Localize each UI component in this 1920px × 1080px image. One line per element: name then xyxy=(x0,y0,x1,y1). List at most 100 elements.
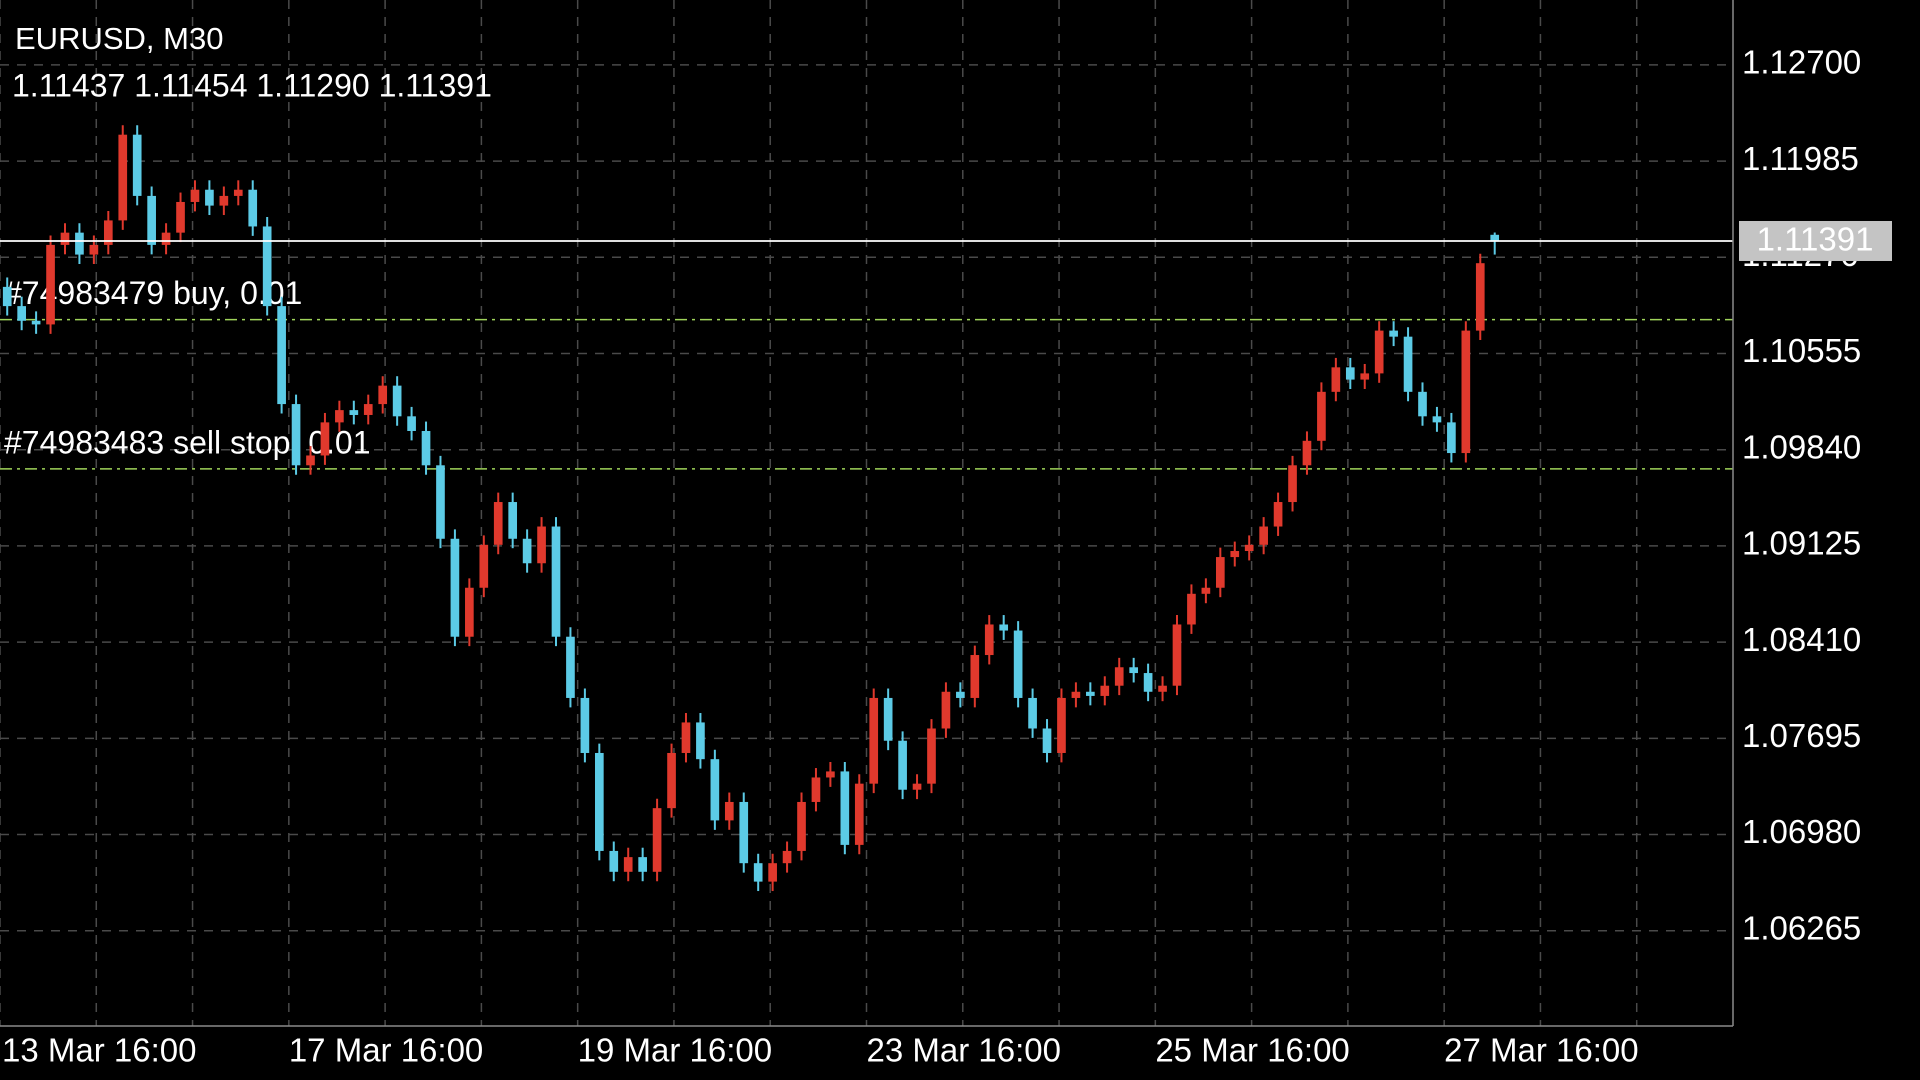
candle-body xyxy=(1086,691,1095,696)
candle-body xyxy=(811,777,821,802)
candle-body xyxy=(912,783,922,790)
candle-body xyxy=(898,740,907,790)
candle-body xyxy=(1345,367,1355,380)
candle-body xyxy=(941,691,951,729)
y-tick-label: 1.06980 xyxy=(1742,813,1861,850)
candle-body xyxy=(2,286,12,307)
candle-body xyxy=(1201,587,1211,594)
candle-body xyxy=(46,244,55,325)
candle-body xyxy=(421,430,431,466)
current-price-label: 1.11391 xyxy=(1757,221,1874,258)
candle-body xyxy=(970,655,980,698)
candle-body xyxy=(1374,330,1384,374)
candle-body xyxy=(551,526,561,637)
candle-body xyxy=(1028,697,1037,729)
candle-body xyxy=(190,189,200,202)
candle-body xyxy=(724,801,734,821)
candle-body xyxy=(1273,502,1283,527)
candle-body xyxy=(1259,526,1268,545)
candle-body xyxy=(1187,593,1196,625)
candle-body xyxy=(75,232,84,255)
y-tick-label: 1.06265 xyxy=(1742,909,1861,946)
candle-body xyxy=(1057,697,1066,753)
candle-body xyxy=(1317,391,1326,441)
candle-body xyxy=(1475,263,1485,331)
candle-body xyxy=(826,771,835,778)
candle-body xyxy=(594,752,604,851)
candle-body xyxy=(710,759,720,821)
candle-body xyxy=(1114,667,1124,686)
candle-body xyxy=(1100,685,1110,696)
current-price-box xyxy=(1739,220,1892,261)
y-tick-label: 1.08410 xyxy=(1742,621,1861,658)
candle-body xyxy=(407,416,416,431)
candle-body xyxy=(508,502,518,539)
candle-body xyxy=(1302,440,1312,466)
candle-body xyxy=(479,544,489,588)
y-tick-label: 1.11985 xyxy=(1742,140,1859,177)
orders: #74983479 buy, 0.01#74983483 sell stop, … xyxy=(0,275,1733,470)
overlay: 1.11391 xyxy=(0,221,1892,261)
candle-body xyxy=(1447,422,1456,454)
candle-body xyxy=(1244,544,1254,552)
candle-body xyxy=(1360,373,1370,380)
candle-body xyxy=(320,422,330,456)
candle-body xyxy=(1389,330,1398,337)
candle-body xyxy=(638,857,647,872)
candle-body xyxy=(493,502,503,545)
candles xyxy=(2,125,1500,892)
candle-body xyxy=(436,465,445,539)
ohlc-readout: 1.11437 1.11454 1.11290 1.11391 xyxy=(12,67,492,103)
candle-body xyxy=(797,801,806,851)
candle-body xyxy=(652,808,662,872)
candle-body xyxy=(378,385,388,405)
candle-body xyxy=(1071,691,1081,698)
candle-body xyxy=(984,624,994,656)
candle-body xyxy=(580,697,590,753)
candle-body xyxy=(392,385,402,417)
candle-body xyxy=(89,244,99,255)
candle-body xyxy=(219,195,229,206)
candle-body xyxy=(869,697,879,784)
candle-body xyxy=(1432,416,1442,423)
x-tick-label: 19 Mar 16:00 xyxy=(578,1032,772,1069)
candle-body xyxy=(147,195,156,245)
candle-body xyxy=(537,526,546,564)
y-tick-label: 1.09125 xyxy=(1742,525,1861,562)
candle-body xyxy=(1129,667,1139,674)
candle-body xyxy=(306,455,315,466)
candle-body xyxy=(465,587,474,637)
candle-body xyxy=(349,410,359,415)
candle-body xyxy=(739,801,749,864)
y-tick-label: 1.09840 xyxy=(1742,428,1861,465)
candle-body xyxy=(291,404,301,466)
candle-body xyxy=(233,189,243,196)
candle-body xyxy=(1013,630,1023,698)
candle-body xyxy=(1215,557,1225,588)
candle-body xyxy=(782,850,792,864)
candle-body xyxy=(623,857,633,872)
candle-body xyxy=(883,697,893,741)
candle-body xyxy=(277,306,286,405)
y-tick-label: 1.12700 xyxy=(1742,44,1861,81)
x-tick-label: 17 Mar 16:00 xyxy=(289,1032,483,1069)
candle-body xyxy=(768,863,777,882)
candle-body xyxy=(1331,367,1341,392)
candle-body xyxy=(60,232,70,245)
candle-body xyxy=(956,691,965,698)
candle-body xyxy=(854,783,864,845)
candle-body xyxy=(1461,330,1471,454)
candle-body xyxy=(1172,624,1182,686)
y-tick-label: 1.10555 xyxy=(1742,332,1861,369)
candle-body xyxy=(363,404,373,415)
candle-body xyxy=(696,722,705,760)
candle-body xyxy=(161,232,171,245)
candle-body xyxy=(1403,336,1413,392)
order-label: #74983483 sell stop, 0.01 xyxy=(4,424,371,460)
candle-body xyxy=(566,636,575,698)
candle-body xyxy=(118,134,128,221)
x-tick-label: 27 Mar 16:00 xyxy=(1444,1032,1638,1069)
candle-body xyxy=(840,771,850,845)
candle-body xyxy=(450,538,460,637)
